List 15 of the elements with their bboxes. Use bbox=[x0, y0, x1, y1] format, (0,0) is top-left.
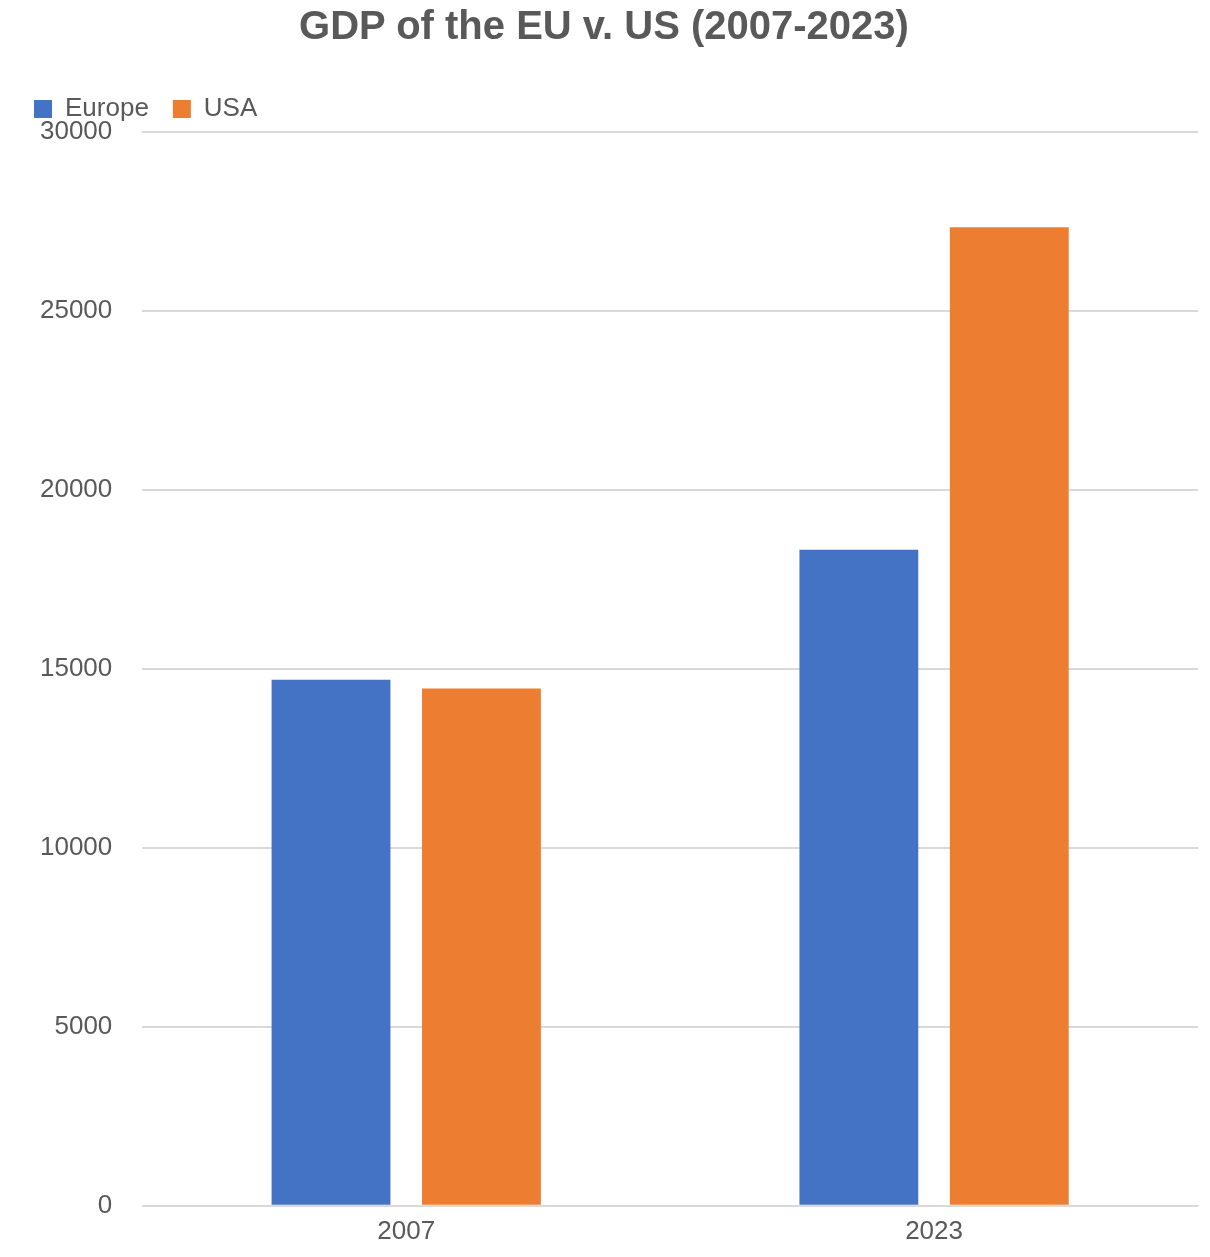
y-tick-label: 25000 bbox=[39, 294, 113, 325]
y-tick-label: 20000 bbox=[39, 473, 113, 504]
y-tick-label: 5000 bbox=[54, 1010, 113, 1041]
legend-label: USA bbox=[203, 92, 258, 123]
y-tick-label: 10000 bbox=[39, 831, 113, 862]
x-tick-label: 2007 bbox=[377, 1214, 436, 1245]
y-tick-label: 0 bbox=[97, 1188, 113, 1219]
bar bbox=[271, 679, 391, 1205]
bar bbox=[799, 549, 919, 1205]
x-tick-label: 2023 bbox=[905, 1214, 963, 1245]
bar bbox=[949, 227, 1069, 1205]
chart-title: GDP of the EU v. US (2007-2023) bbox=[299, 3, 909, 48]
y-tick-label: 30000 bbox=[39, 115, 113, 146]
bar bbox=[422, 688, 541, 1205]
y-tick-label: 15000 bbox=[39, 652, 113, 683]
